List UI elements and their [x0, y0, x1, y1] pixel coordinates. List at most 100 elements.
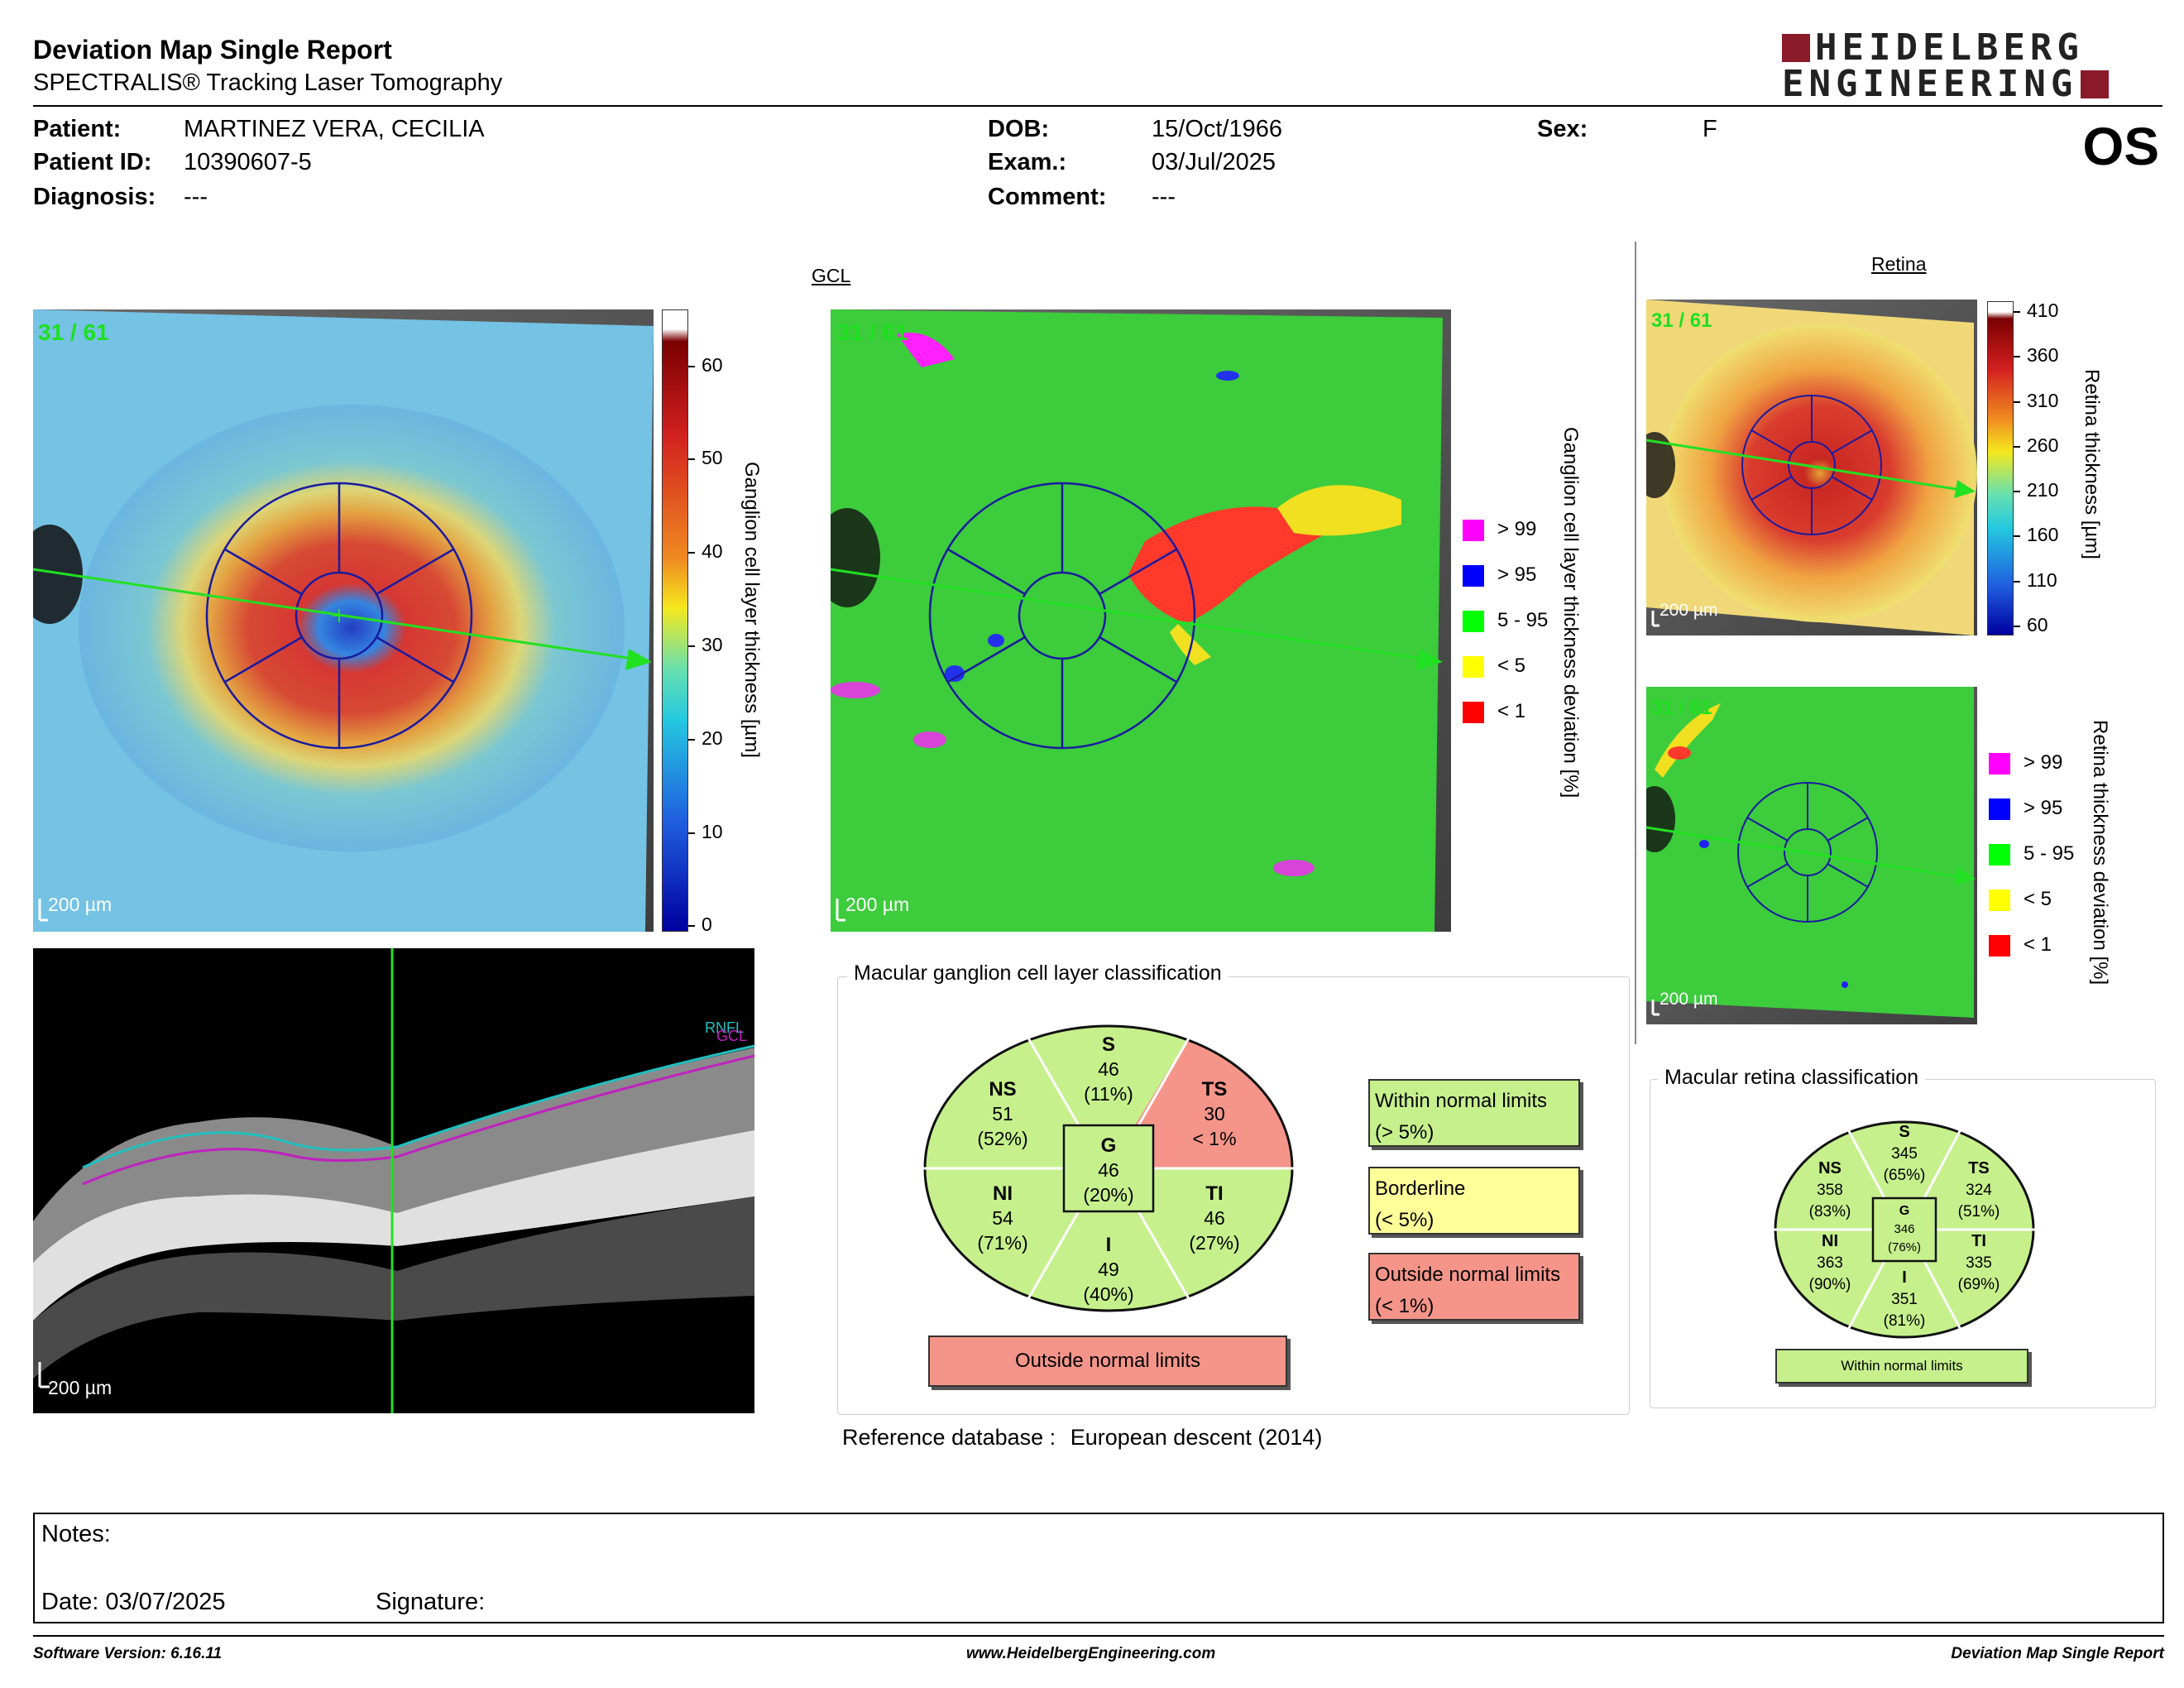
gcl-deviation-legend-swatch [1463, 565, 1484, 587]
notes-box[interactable] [33, 1513, 2164, 1623]
report-title: Deviation Map Single Report [33, 35, 392, 65]
key-borderline: Borderline (< 5%) [1368, 1167, 1580, 1235]
gcl-ti-value: 46 [1204, 1207, 1225, 1229]
retina-thickness-tick-label: 310 [2027, 389, 2059, 411]
ret-ts-value: 324 [1966, 1182, 1992, 1199]
key-within-normal: Within normal limits (> 5%) [1368, 1079, 1580, 1147]
gcl-ti-pct: (27%) [1189, 1232, 1239, 1254]
key-borderline-line1: Borderline [1375, 1177, 1466, 1200]
gcl-s-name: S [1102, 1033, 1115, 1056]
gcl-deviation-legend-label: < 5 [1497, 655, 1526, 677]
gcl-deviation-axis-label: Ganglion cell layer thickness deviation … [1559, 427, 1582, 798]
reference-value: European descent (2014) [1070, 1425, 1323, 1450]
gcl-ni-value: 54 [992, 1207, 1013, 1229]
gcl-map-badge: 31 / 61 [38, 319, 109, 345]
sex-value: F [1703, 116, 1717, 142]
gcl-deviation-legend-label: > 95 [1497, 563, 1537, 586]
ret-ts-pct: (51%) [1958, 1203, 2000, 1220]
retina-section-link[interactable]: Retina [1871, 253, 1927, 275]
diagnosis-value: --- [184, 184, 208, 210]
retina-classification-chart: S 345 (65%) NS 358 (83%) TS 324 (51%) G … [1770, 1117, 2038, 1342]
ret-ti-value: 335 [1966, 1254, 1992, 1272]
gcl-ti-name: TI [1205, 1182, 1223, 1205]
rnfl-label: RNFL [705, 1019, 745, 1036]
gcl-ts-value: 30 [1204, 1103, 1225, 1125]
retina-deviation-badge: 31 / 61 [1651, 697, 1712, 719]
ret-g-name: G [1899, 1204, 1909, 1218]
logo-square-icon [1782, 34, 1810, 62]
retina-thickness-tick-label: 360 [2027, 344, 2059, 367]
ret-ni-pct: (90%) [1809, 1276, 1851, 1293]
retina-map-badge: 31 / 61 [1651, 309, 1712, 332]
gcl-deviation-scale: 200 µm [845, 894, 910, 915]
patient-name: MARTINEZ VERA, CECILIA [184, 116, 485, 142]
retina-deviation-legend-label: > 95 [2024, 797, 2063, 819]
retina-thickness-map: 31 / 61 200 µm [1646, 300, 1977, 635]
reference-label: Reference database : [842, 1425, 1056, 1450]
comment-label: Comment: [988, 184, 1107, 210]
key-within-line2: (> 5%) [1375, 1121, 1434, 1144]
ret-s-pct: (65%) [1884, 1167, 1926, 1184]
key-outside-line2: (< 1%) [1375, 1295, 1434, 1317]
ret-s-name: S [1899, 1123, 1909, 1141]
retina-thickness-tick-mark [2014, 491, 2020, 493]
retina-thickness-tick-mark [2014, 356, 2020, 358]
bscan-scale: 200 µm [48, 1377, 113, 1398]
eye-indicator: OS [2082, 117, 2159, 176]
retina-thickness-graphic [1646, 300, 1977, 635]
retina-thickness-tick-label: 110 [2027, 568, 2057, 591]
gcl-deviation-map: 31 / 61 200 µm [831, 309, 1451, 932]
retina-map-scale: 200 µm [1660, 601, 1718, 620]
retina-thickness-tick-mark [2014, 400, 2020, 403]
key-borderline-line2: (< 5%) [1375, 1209, 1434, 1231]
gcl-ni-name: NI [993, 1182, 1013, 1205]
heidelberg-logo: HEIDELBERG ENGINEERING [1782, 30, 2162, 105]
gcl-i-pct: (40%) [1083, 1283, 1133, 1305]
retina-thickness-tick-mark [2014, 445, 2020, 448]
gcl-deviation-graphic [831, 309, 1451, 932]
date-label: Date: 03/07/2025 [41, 1589, 226, 1615]
notes-label: Notes: [41, 1521, 111, 1547]
gcl-s-value: 46 [1098, 1058, 1119, 1080]
logo-line-2: ENGINEERING [1782, 63, 2078, 105]
retina-deviation-legend-label: > 99 [2024, 751, 2063, 774]
retina-thickness-tick-mark [2014, 311, 2020, 314]
gcl-thickness-tick-mark [688, 552, 695, 554]
ret-ns-name: NS [1818, 1159, 1842, 1177]
retina-thickness-tick-label: 410 [2027, 300, 2059, 322]
key-outside-normal: Outside normal limits (< 1%) [1368, 1253, 1580, 1321]
retina-deviation-map: 31 / 61 200 µm [1646, 687, 1977, 1024]
retina-thickness-tick-label: 210 [2027, 479, 2059, 501]
gcl-s-pct: (11%) [1084, 1083, 1133, 1105]
retina-deviation-legend-swatch [1989, 890, 2010, 911]
gcl-ts-pct: < 1% [1192, 1128, 1236, 1149]
footer-report-name: Deviation Map Single Report [1951, 1645, 2164, 1662]
gcl-ns-pct: (52%) [977, 1128, 1027, 1149]
key-within-line1: Within normal limits [1375, 1090, 1548, 1112]
gcl-thickness-tick-mark [688, 645, 695, 648]
retina-thickness-tick-label: 160 [2027, 524, 2059, 546]
ret-ts-name: TS [1968, 1159, 1990, 1177]
exam-label: Exam.: [988, 149, 1067, 175]
website-link[interactable]: www.HeidelbergEngineering.com [966, 1645, 1216, 1662]
retina-thickness-tick-label: 260 [2027, 434, 2059, 456]
gcl-map-scale: 200 µm [48, 894, 113, 915]
gcl-g-name: G [1101, 1134, 1117, 1157]
gcl-ns-name: NS [989, 1078, 1016, 1101]
patient-id-label: Patient ID: [33, 149, 152, 175]
gcl-i-name: I [1106, 1234, 1112, 1256]
report-subtitle: SPECTRALIS® Tracking Laser Tomography [33, 70, 503, 96]
gcl-g-pct: (20%) [1083, 1184, 1133, 1206]
gcl-section-link[interactable]: GCL [812, 265, 851, 286]
key-outside-line1: Outside normal limits [1375, 1264, 1561, 1286]
ret-ni-value: 363 [1817, 1254, 1843, 1272]
retina-deviation-legend-swatch [1989, 753, 2010, 774]
retina-deviation-scale: 200 µm [1660, 990, 1718, 1009]
retina-thickness-tick-mark [2014, 580, 2020, 583]
gcl-classification-title: Macular ganglion cell layer classificati… [847, 961, 1228, 985]
signature-label: Signature: [376, 1589, 486, 1615]
software-version: Software Version: 6.16.11 [33, 1645, 223, 1662]
retina-thickness-tick-mark [2014, 625, 2020, 627]
section-divider [1635, 242, 1636, 1044]
patient-id: 10390607-5 [184, 149, 312, 175]
